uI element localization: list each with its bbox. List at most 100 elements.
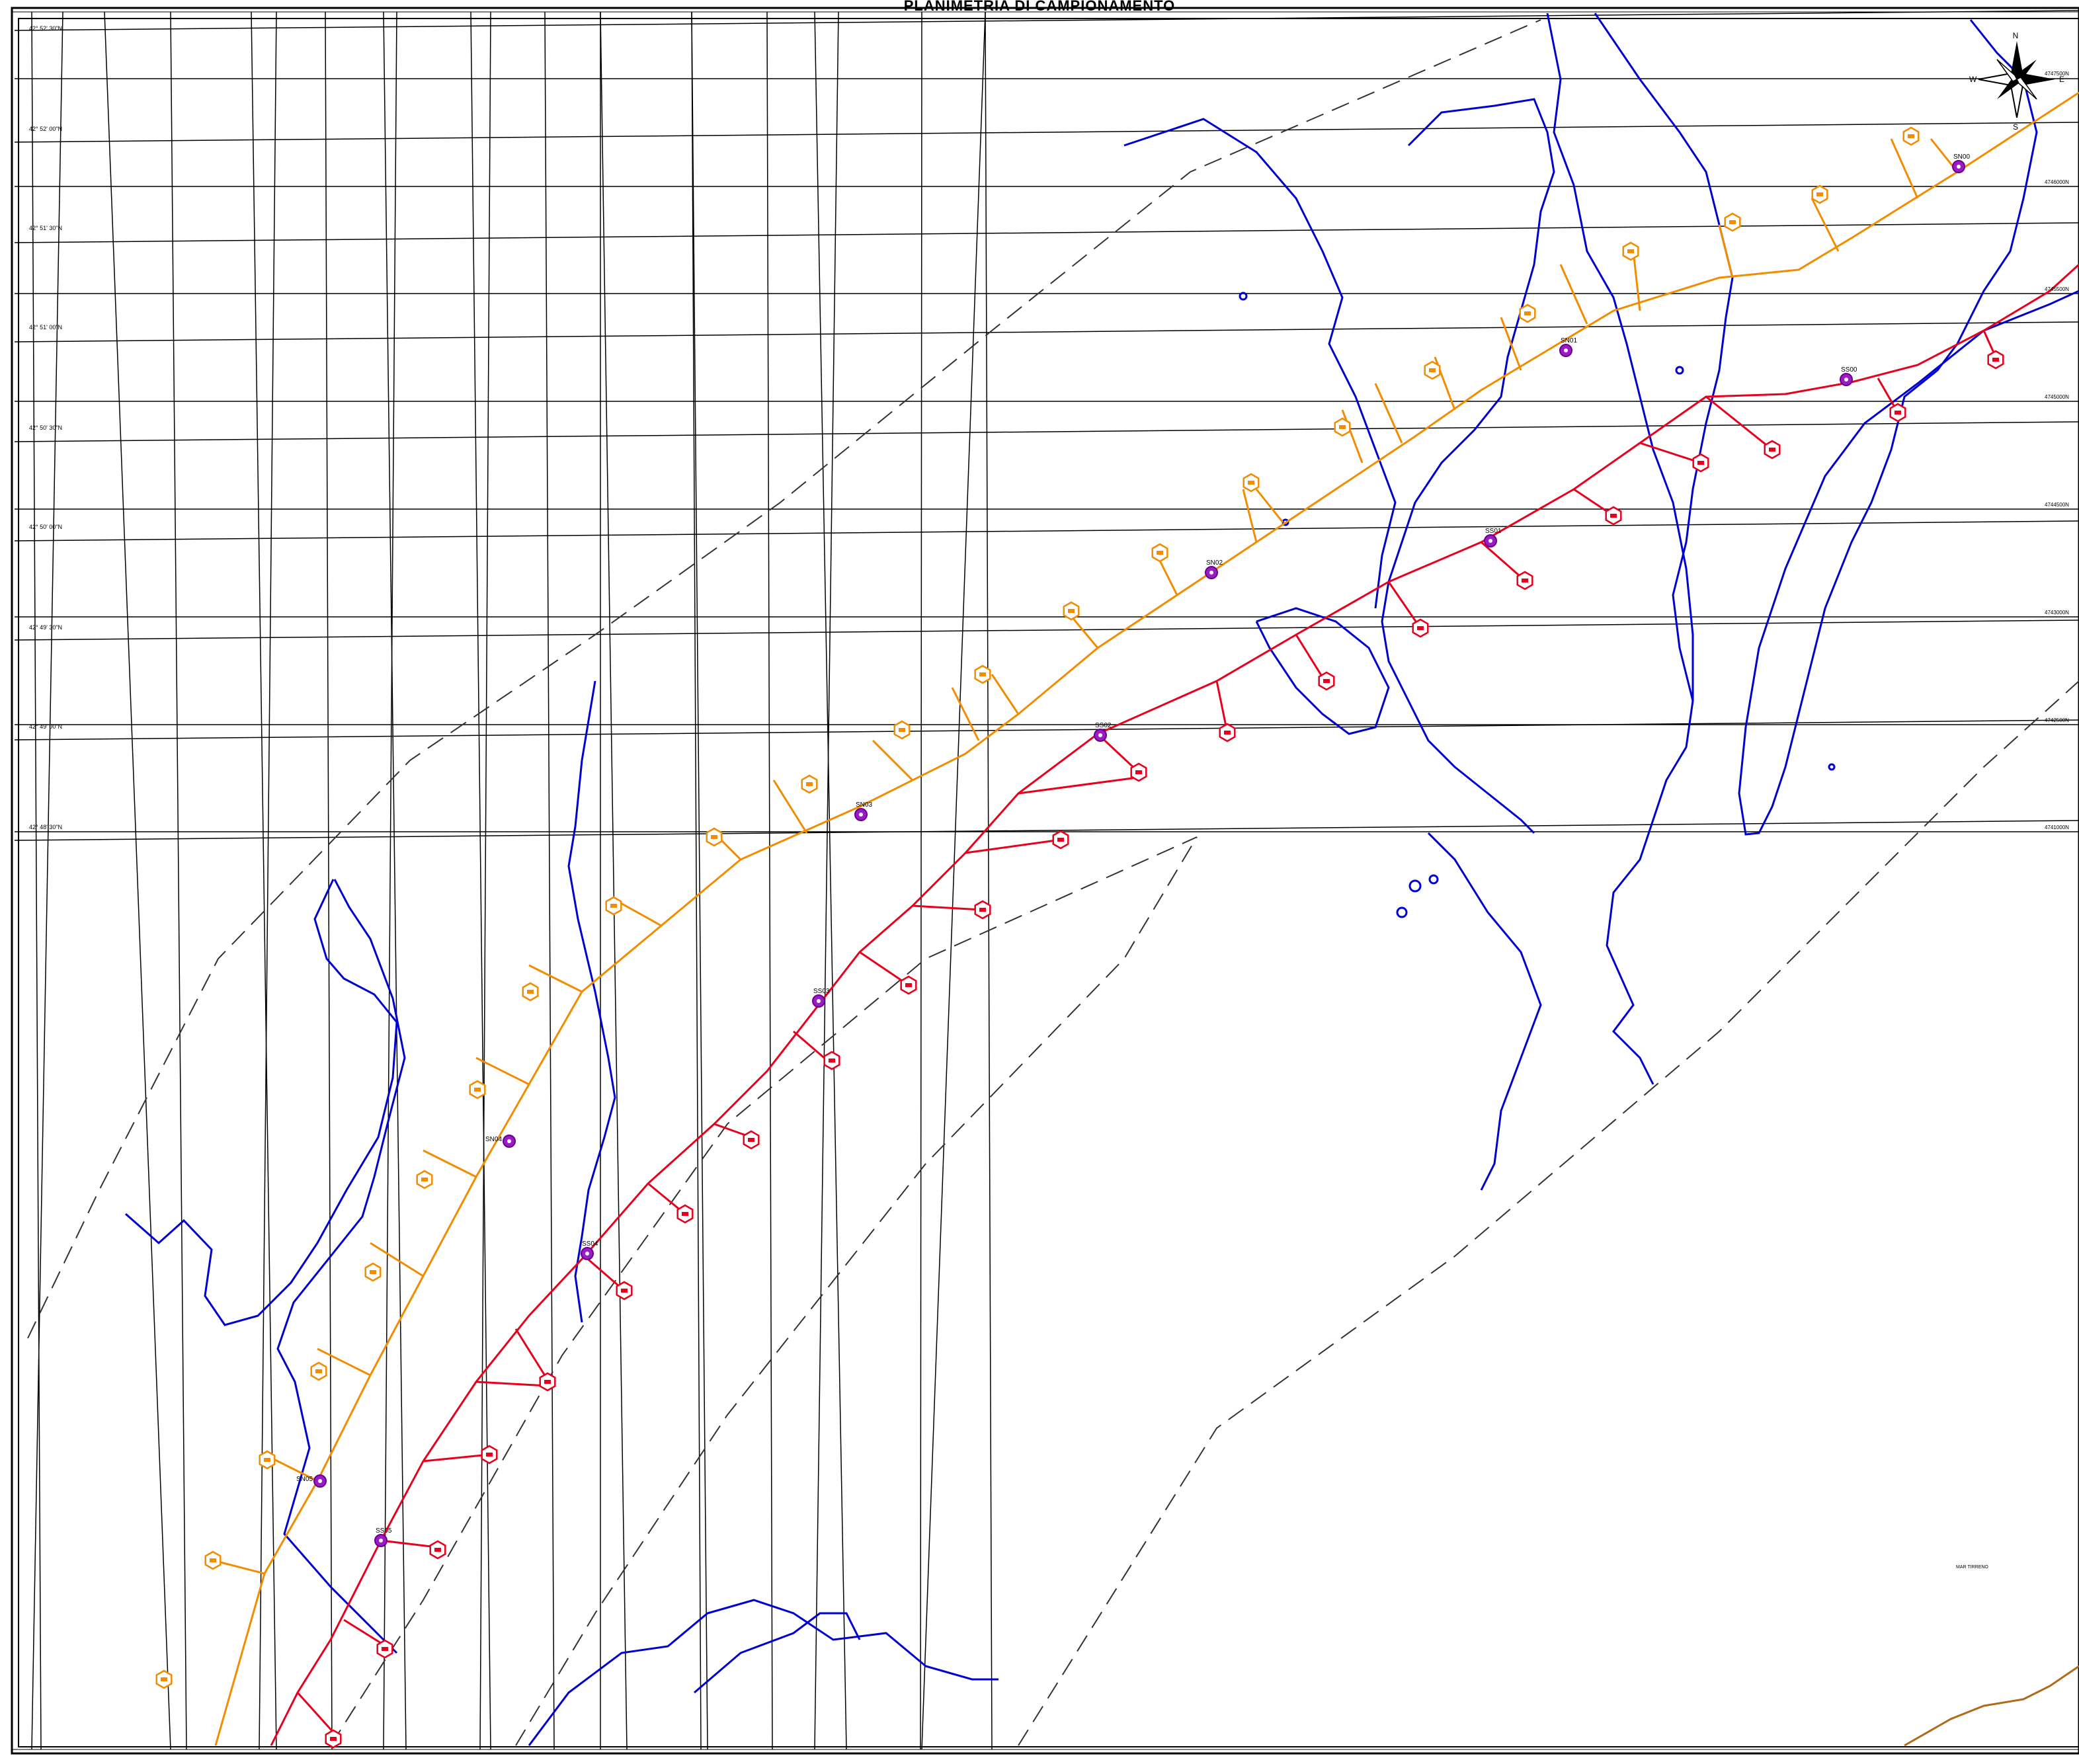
north-branch-17 bbox=[1341, 409, 1364, 463]
utm-label: 4740500N bbox=[2045, 0, 2069, 1]
station-core bbox=[1098, 733, 1102, 737]
utm-label: 4744500N bbox=[2045, 502, 2069, 508]
station-ss00: SS00 bbox=[1840, 366, 1857, 386]
water-path-9 bbox=[1427, 832, 1542, 1191]
pond bbox=[1828, 763, 1836, 771]
map-frame bbox=[11, 7, 2079, 1755]
sample-hexagon-icon-mark bbox=[1992, 358, 1999, 362]
pond bbox=[1239, 292, 1248, 301]
geo-vline bbox=[544, 11, 555, 1750]
dashed-mid-1 bbox=[330, 836, 1198, 1746]
sample-hexagon-icon-mark bbox=[711, 835, 717, 839]
station-core bbox=[1209, 571, 1213, 575]
lat-line bbox=[14, 222, 2079, 243]
pond bbox=[1428, 874, 1439, 885]
north-branch-9 bbox=[772, 780, 808, 834]
water-path-8 bbox=[1255, 607, 1390, 735]
station-core bbox=[1488, 539, 1492, 543]
lat-label: 42° 49' 00"N bbox=[29, 723, 62, 730]
lat-line bbox=[14, 820, 2079, 841]
station-label: SN01 bbox=[1561, 337, 1577, 344]
station-core bbox=[1957, 165, 1961, 169]
utm-label: 4743000N bbox=[2045, 610, 2069, 616]
water-path-4 bbox=[1546, 13, 1694, 1085]
station-label: SS04 bbox=[582, 1240, 598, 1248]
station-label: SN04 bbox=[485, 1136, 502, 1143]
station-ss04: SS04 bbox=[581, 1240, 598, 1260]
dashed-north bbox=[27, 19, 1541, 1339]
geo-vline bbox=[766, 11, 773, 1750]
south-branch-20 bbox=[1639, 442, 1701, 464]
north-branch-6 bbox=[528, 964, 583, 993]
south-branch-11 bbox=[912, 904, 982, 911]
sample-hexagon-icon-mark bbox=[1224, 731, 1231, 735]
lat-label: 42° 49' 30"N bbox=[29, 624, 62, 631]
station-core bbox=[817, 999, 821, 1003]
sample-hexagon-icon-mark bbox=[1068, 609, 1075, 613]
south-branch-3 bbox=[423, 1453, 490, 1463]
north-branch-11 bbox=[951, 687, 980, 741]
sample-hexagon-icon-mark bbox=[682, 1212, 688, 1216]
station-ss02: SS02 bbox=[1094, 722, 1112, 742]
utm-vline bbox=[691, 11, 708, 1750]
geo-vline bbox=[383, 11, 407, 1750]
sample-hexagon-icon-mark bbox=[748, 1138, 754, 1142]
south-branch-13 bbox=[1018, 776, 1138, 795]
utm-label: 4742500N bbox=[2045, 717, 2069, 723]
sample-hexagon-icon-mark bbox=[899, 728, 905, 732]
lat-label: 42° 50' 30"N bbox=[29, 424, 62, 431]
north-branch-20 bbox=[1500, 317, 1522, 371]
geo-vline bbox=[920, 11, 922, 1750]
pond bbox=[1675, 366, 1684, 375]
station-ss01: SS01 bbox=[1484, 528, 1502, 547]
pond bbox=[1396, 906, 1408, 918]
north-branch-3 bbox=[370, 1242, 424, 1277]
sample-hexagon-icon-mark bbox=[1816, 192, 1823, 196]
sample-hexagon-icon-mark bbox=[474, 1088, 481, 1092]
water-path-7 bbox=[1381, 98, 1555, 834]
boundary-dashed-lines bbox=[27, 19, 2079, 1746]
south-branch-4 bbox=[475, 1381, 548, 1387]
south-branch-0 bbox=[296, 1691, 335, 1734]
geo-vline bbox=[170, 11, 187, 1750]
coordinate-grid bbox=[14, 10, 2079, 1750]
north-branch-21 bbox=[1559, 264, 1588, 325]
sample-hexagon-icon-mark bbox=[1627, 249, 1634, 253]
pond bbox=[1408, 879, 1422, 893]
utm-label: 4745000N bbox=[2045, 394, 2069, 400]
station-label: SS01 bbox=[1485, 528, 1502, 535]
sample-hexagon-icon-mark bbox=[1697, 461, 1704, 465]
lat-label: 42° 48' 30"N bbox=[29, 824, 62, 830]
water-path-11 bbox=[1123, 118, 1397, 609]
sample-hexagon-icon-mark bbox=[527, 990, 534, 994]
geo-vline bbox=[814, 11, 847, 1750]
utm-label: 4746000N bbox=[2045, 179, 2069, 185]
north-branch-24 bbox=[1811, 198, 1840, 252]
south-branch-10 bbox=[859, 951, 909, 986]
sample-hexagon-icon-mark bbox=[544, 1380, 551, 1384]
geo-vline bbox=[259, 11, 277, 1750]
station-sn02: SN02 bbox=[1205, 559, 1223, 579]
north-branch-12 bbox=[991, 674, 1020, 715]
sample-hexagon-icon-mark bbox=[1135, 770, 1142, 774]
station-sn01: SN01 bbox=[1559, 337, 1577, 357]
lat-label: 42° 51' 30"N bbox=[29, 225, 62, 231]
sample-hexagon-icon-mark bbox=[264, 1458, 270, 1462]
south-branch-15 bbox=[1215, 680, 1229, 733]
sample-hexagon-icon-mark bbox=[979, 908, 986, 912]
north-branch-18 bbox=[1374, 383, 1403, 444]
sample-hexagon-icon-mark bbox=[1908, 134, 1914, 138]
sample-hexagon-icon-mark bbox=[434, 1548, 441, 1552]
east-label: E bbox=[2059, 75, 2064, 84]
sample-hexagon-icon-mark bbox=[1610, 514, 1617, 518]
grid-labels: 42° 52' 30"N 42° 52' 00"N 42° 51' 30"N 42° … bbox=[29, 0, 2069, 830]
north-branch-2 bbox=[317, 1347, 371, 1377]
south-branch-17 bbox=[1387, 581, 1422, 629]
sample-hexagon-icon-mark bbox=[1339, 425, 1346, 429]
sample-hexagon-icon-mark bbox=[421, 1178, 428, 1182]
sample-hexagon-icon-mark bbox=[1429, 368, 1436, 372]
sample-hexagon-icon-mark bbox=[486, 1453, 493, 1457]
water-path-2 bbox=[125, 879, 398, 1326]
north-branch-5 bbox=[475, 1057, 530, 1086]
north-sampling-line bbox=[212, 91, 2079, 1746]
